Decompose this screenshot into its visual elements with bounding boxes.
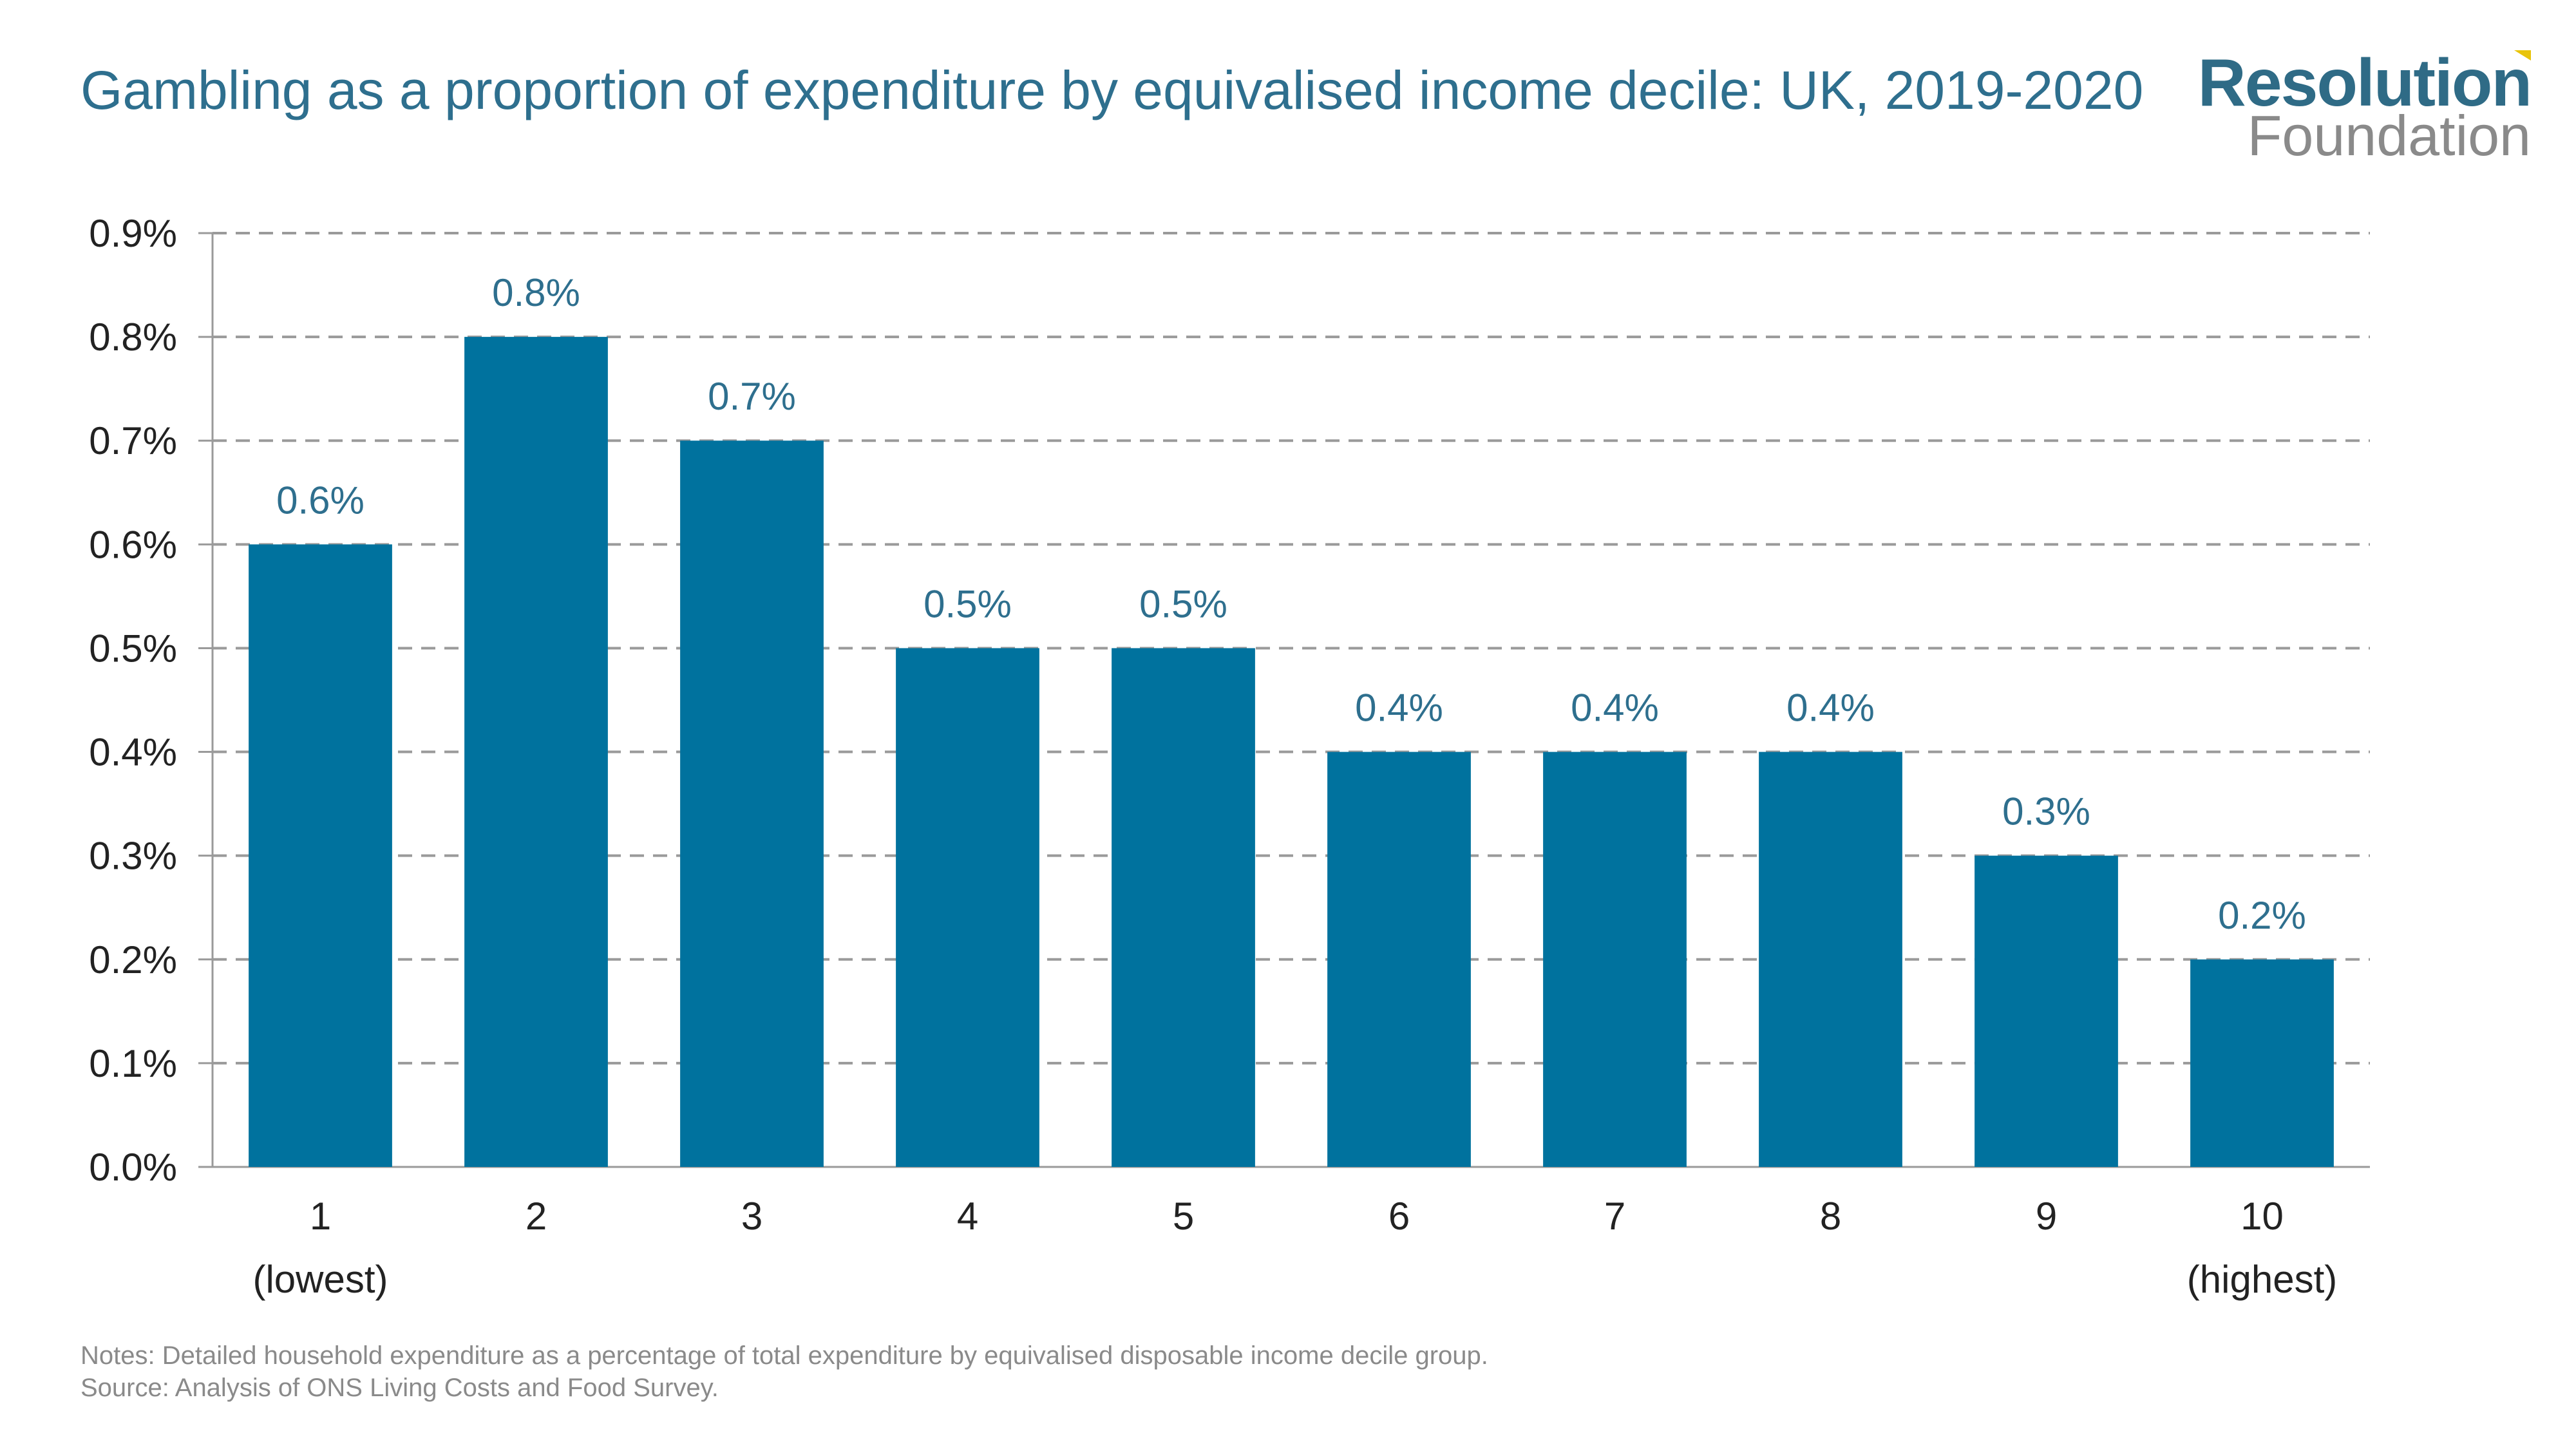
- y-tick-label: 0.1%: [89, 1042, 177, 1085]
- x-tick-label: 5: [1173, 1195, 1194, 1238]
- chart-notes: Notes: Detailed household expenditure as…: [80, 1340, 1488, 1404]
- y-tick-label: 0.0%: [89, 1146, 177, 1189]
- data-label: 0.5%: [1139, 582, 1227, 625]
- data-label: 0.4%: [1571, 687, 1659, 730]
- bar: [464, 337, 608, 1167]
- y-tick-label: 0.9%: [89, 212, 177, 255]
- bar: [1543, 752, 1687, 1167]
- y-tick-label: 0.8%: [89, 316, 177, 359]
- logo-text-bottom: Foundation: [2247, 104, 2531, 167]
- data-label: 0.4%: [1786, 687, 1875, 730]
- bar: [1975, 855, 2118, 1167]
- x-tick-label: 1: [310, 1195, 331, 1238]
- data-label: 0.3%: [2002, 790, 2090, 833]
- x-tick-label: 4: [957, 1195, 978, 1238]
- bar: [1327, 752, 1471, 1167]
- data-label: 0.5%: [923, 582, 1012, 625]
- x-tick-label: 8: [1820, 1195, 1841, 1238]
- y-tick-label: 0.4%: [89, 731, 177, 774]
- x-tick-label: 2: [526, 1195, 547, 1238]
- logo-text-top: Resolution: [2197, 46, 2532, 120]
- y-tick-label: 0.7%: [89, 419, 177, 462]
- x-tick-label: 6: [1388, 1195, 1410, 1238]
- data-label: 0.4%: [1355, 687, 1443, 730]
- data-label: 0.2%: [2218, 894, 2306, 937]
- x-tick-label: 9: [2036, 1195, 2057, 1238]
- x-tick-label: 7: [1604, 1195, 1625, 1238]
- data-label: 0.8%: [492, 271, 580, 314]
- x-tick-label: 3: [741, 1195, 762, 1238]
- source-line: Source: Analysis of ONS Living Costs and…: [80, 1374, 719, 1402]
- notes-line: Notes: Detailed household expenditure as…: [80, 1341, 1488, 1370]
- bar: [249, 544, 392, 1167]
- y-tick-label: 0.3%: [89, 835, 177, 878]
- bar: [1112, 648, 1255, 1167]
- x-tick-sublabel: (lowest): [252, 1258, 388, 1301]
- data-label: 0.6%: [276, 478, 365, 522]
- resolution-foundation-logo: Resolution Foundation: [2170, 45, 2532, 167]
- chart-title: Gambling as a proportion of expenditure …: [80, 60, 2144, 120]
- x-tick-label: 10: [2240, 1195, 2284, 1238]
- bar: [680, 440, 824, 1168]
- bar-chart: 0.0% 0.1% 0.2% 0.3% 0.4% 0.5% 0.6% 0.7% 0.8% 0.9%…: [89, 212, 2370, 1301]
- bar: [1759, 752, 1902, 1167]
- y-tick-label: 0.2%: [89, 938, 177, 981]
- x-tick-sublabel: (highest): [2187, 1258, 2337, 1301]
- bar: [896, 648, 1039, 1167]
- y-tick-label: 0.5%: [89, 627, 177, 670]
- data-label: 0.7%: [708, 375, 796, 418]
- y-tick-label: 0.6%: [89, 523, 177, 566]
- logo-accent-mark: [2514, 50, 2531, 61]
- bar: [2190, 959, 2334, 1167]
